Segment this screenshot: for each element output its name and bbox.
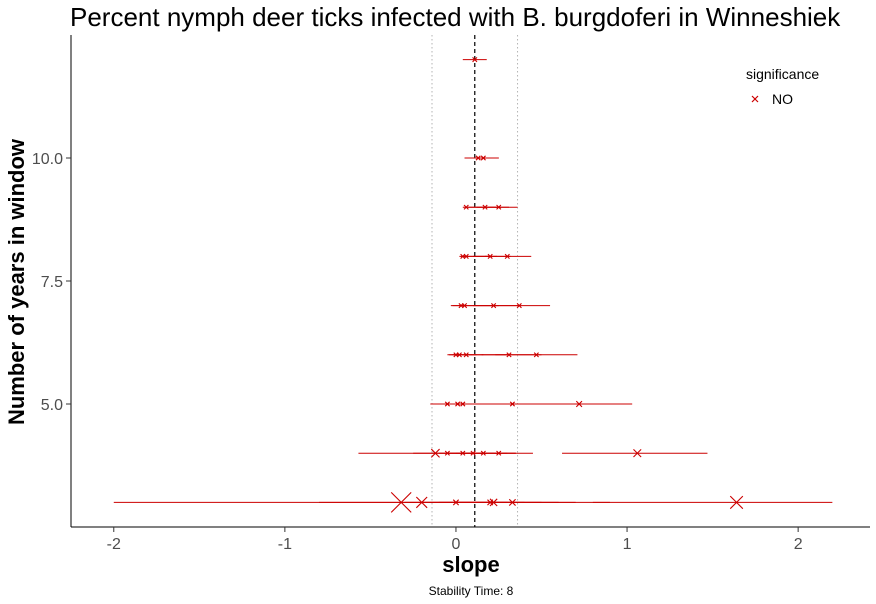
y-tick-label: 7.5	[41, 274, 63, 291]
x-axis-title: slope	[442, 552, 499, 577]
slope-point	[516, 303, 522, 309]
y-tick-label: 5.0	[41, 397, 63, 414]
slope-point	[480, 155, 486, 161]
chart-title: Percent nymph deer ticks infected with B…	[70, 2, 841, 32]
slope-point	[496, 450, 502, 456]
slope-point	[533, 352, 539, 358]
y-axis-title: Number of years in window	[4, 138, 29, 425]
slope-point	[508, 498, 516, 506]
x-tick-label: 0	[452, 536, 461, 553]
slope-point	[509, 401, 516, 407]
slope-point	[633, 448, 642, 458]
slope-point	[472, 57, 478, 63]
plot-area: -2 -1 0 1 2 5.0 7.5 10.0	[32, 35, 870, 553]
chart-caption: Stability Time: 8	[429, 584, 514, 598]
slope-point	[463, 204, 469, 210]
legend: significance NO	[746, 66, 819, 107]
legend-title: significance	[746, 66, 819, 82]
slope-point	[460, 401, 466, 407]
legend-label-no: NO	[772, 91, 793, 107]
x-tick-label: -1	[278, 536, 292, 553]
slope-point	[461, 303, 468, 309]
slope-point	[504, 253, 510, 259]
x-tick-label: -2	[107, 536, 121, 553]
slope-point	[463, 352, 469, 358]
x-tick-label: 2	[794, 536, 803, 553]
legend-key-cross-icon	[751, 95, 759, 103]
x-tick-label: 1	[623, 536, 632, 553]
y-tick-label: 10.0	[32, 151, 63, 168]
slope-point	[575, 400, 583, 408]
slope-point	[729, 495, 744, 510]
slope-point	[496, 204, 502, 210]
slope-point	[463, 253, 469, 259]
